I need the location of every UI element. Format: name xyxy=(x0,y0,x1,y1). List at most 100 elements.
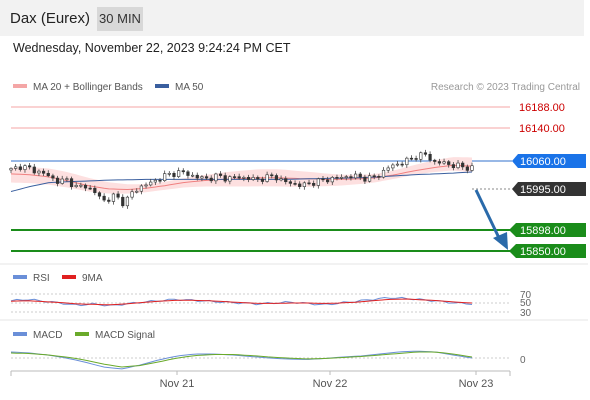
candle xyxy=(209,175,213,184)
candle xyxy=(442,158,446,165)
forecast-arrow-shaft xyxy=(474,189,502,241)
macd-line xyxy=(10,350,473,370)
candle xyxy=(200,175,204,182)
candle xyxy=(149,178,153,187)
candle xyxy=(242,175,246,182)
support-tag-2 xyxy=(509,244,586,258)
candle xyxy=(163,170,167,182)
support-label-2: 15850.00 xyxy=(520,246,566,258)
rsi-label-30: 30 xyxy=(520,308,532,319)
candle xyxy=(153,178,157,186)
instrument-title: Dax (Eurex) xyxy=(10,10,91,27)
candle xyxy=(125,195,130,209)
candle xyxy=(9,167,13,174)
ma50-legend-label: MA 50 xyxy=(175,82,204,93)
candle xyxy=(447,160,451,168)
datetime-label: Wednesday, November 22, 2023 9:24:24 PM … xyxy=(13,41,291,55)
candle xyxy=(344,174,348,181)
candle xyxy=(293,180,297,186)
candle xyxy=(428,151,432,163)
candle xyxy=(298,181,302,190)
candle xyxy=(367,172,372,183)
x-tick-label-nov22: Nov 22 xyxy=(313,378,348,390)
candle xyxy=(158,177,162,184)
candle xyxy=(433,158,437,165)
candle xyxy=(437,158,442,166)
macd-signal-legend-swatch xyxy=(75,332,89,336)
candle xyxy=(465,164,469,174)
candle xyxy=(377,174,381,181)
forecast-arrow-head xyxy=(493,232,508,250)
candle xyxy=(316,177,320,189)
candle xyxy=(23,164,27,173)
rsi-legend-swatch xyxy=(13,275,27,279)
candle xyxy=(65,176,69,182)
candle xyxy=(214,172,218,184)
candle xyxy=(41,168,46,176)
candle xyxy=(246,174,251,183)
candle xyxy=(111,192,116,205)
candle xyxy=(74,182,78,189)
candle xyxy=(18,163,22,172)
candle xyxy=(349,174,353,181)
bollinger-legend-label: MA 20 + Bollinger Bands xyxy=(33,82,143,93)
candle xyxy=(274,173,279,183)
candle xyxy=(372,173,376,180)
candle xyxy=(256,175,260,182)
candle xyxy=(284,176,288,185)
candle xyxy=(223,172,227,184)
candle xyxy=(451,162,455,171)
candle xyxy=(279,175,283,182)
candle xyxy=(116,191,120,200)
candle xyxy=(461,161,465,170)
ma50-legend-swatch xyxy=(155,84,169,88)
rsi-ma-legend-label: 9MA xyxy=(82,273,103,284)
candle xyxy=(218,171,223,178)
candle xyxy=(79,182,83,188)
candle xyxy=(237,173,241,180)
candle xyxy=(88,185,92,190)
candle xyxy=(172,171,176,180)
macd-signal-legend-label: MACD Signal xyxy=(95,330,155,341)
x-tick-label-nov21: Nov 21 xyxy=(160,378,195,390)
candle xyxy=(60,175,64,185)
current-price-tag xyxy=(512,182,586,196)
candle xyxy=(353,170,358,180)
ma50-line xyxy=(10,171,473,192)
rsi-ma-legend-swatch xyxy=(62,275,76,279)
candle xyxy=(228,175,232,185)
candle xyxy=(363,174,367,185)
candle xyxy=(69,176,74,190)
candle xyxy=(195,172,199,181)
candle xyxy=(144,182,148,189)
support-label-1: 15898.00 xyxy=(520,225,566,237)
candle xyxy=(288,179,292,187)
candle xyxy=(340,174,344,180)
candle xyxy=(321,176,325,182)
pivot-tag xyxy=(512,154,586,168)
candle xyxy=(51,173,55,182)
candle xyxy=(191,172,195,178)
candle xyxy=(37,169,41,177)
candle xyxy=(121,194,125,208)
rsi-ma-line xyxy=(10,298,473,306)
macd-zero-label: 0 xyxy=(520,355,526,366)
candle xyxy=(55,175,60,187)
candle xyxy=(358,172,362,181)
bollinger-legend-swatch xyxy=(13,84,27,88)
timeframe-button[interactable]: 30 MIN xyxy=(97,7,143,31)
candle xyxy=(405,156,409,168)
candle xyxy=(167,171,171,177)
candle xyxy=(414,155,418,162)
resistance-label-1: 16188.00 xyxy=(519,102,565,114)
candle xyxy=(186,170,190,179)
credit-label: Research © 2023 Trading Central xyxy=(431,82,580,93)
support-tag-1 xyxy=(509,223,586,237)
candle xyxy=(456,159,460,170)
candle xyxy=(46,170,50,178)
candle xyxy=(423,149,428,157)
candle xyxy=(312,180,316,188)
resistance-label-2: 16140.00 xyxy=(519,123,565,135)
rsi-label-50: 50 xyxy=(520,298,532,309)
